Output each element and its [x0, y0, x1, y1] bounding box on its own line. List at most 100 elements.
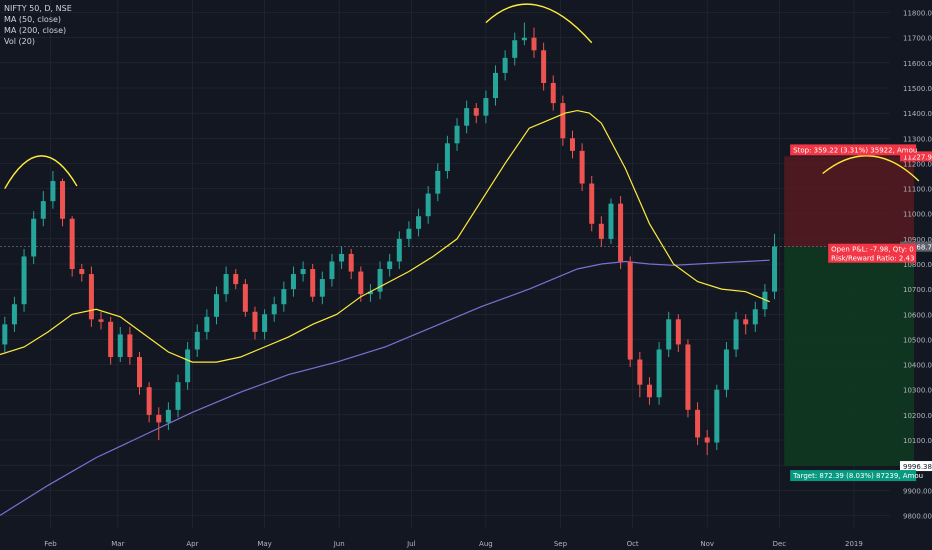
candles — [2, 22, 778, 456]
price-tick-label: 11600.00 — [903, 60, 932, 68]
price-tick-label: 10700.00 — [903, 286, 932, 294]
price-tick-label: 9800.00 — [903, 512, 932, 520]
price-tick-label: 10200.00 — [903, 412, 932, 420]
stop-label-box — [790, 144, 917, 156]
time-tick-label: Dec — [773, 540, 787, 548]
time-tick-label: Jun — [333, 540, 345, 548]
stop-price-tag-bg — [900, 151, 932, 162]
candle-down — [627, 261, 633, 360]
annotation-arc — [4, 155, 78, 189]
candle-up — [416, 216, 422, 229]
price-tick-label: 11200.00 — [903, 160, 932, 168]
price-tick-label: 10100.00 — [903, 437, 932, 445]
pnl-label-text: Open P&L: -7.98, Qty: 0 — [831, 246, 914, 254]
chart-legend: NIFTY 50, D, NSE MA (50, close) MA (200,… — [4, 3, 72, 47]
candle-up — [21, 256, 27, 305]
candle-up — [367, 291, 373, 295]
ma50-legend[interactable]: MA (50, close) — [4, 15, 62, 24]
candle-up — [723, 349, 729, 390]
candle-up — [117, 334, 123, 358]
candle-down — [695, 409, 701, 438]
annotation-arcs — [4, 3, 920, 189]
candle-up — [714, 389, 720, 443]
ma200-polyline — [0, 259, 770, 516]
price-tick-label: 10500.00 — [903, 336, 932, 344]
stop-zone — [784, 156, 915, 247]
candle-down — [579, 150, 585, 184]
time-tick-label: May — [257, 540, 271, 548]
candle-up — [281, 289, 287, 305]
price-tick-label: 11100.00 — [903, 186, 932, 194]
candle-down — [60, 181, 66, 219]
candle-down — [108, 321, 114, 358]
candle-up — [377, 269, 383, 292]
candle-up — [444, 143, 450, 171]
candle-down — [675, 319, 681, 345]
time-tick-label: Oct — [627, 540, 639, 548]
candle-up — [204, 316, 210, 332]
price-tick-label: 10400.00 — [903, 362, 932, 370]
candle-down — [156, 414, 162, 423]
price-tick-label: 11500.00 — [903, 85, 932, 93]
target-label-text: Target: 872.39 (8.03%) 87239, Amou — [792, 472, 923, 480]
candle-up — [11, 304, 17, 325]
time-tick-label: Aug — [479, 540, 493, 548]
position-labels: Stop: 359.22 (3.31%) 35922, Amou Open P&L… — [790, 144, 923, 482]
candle-up — [464, 108, 470, 126]
last-price-tag: 10868.77 — [903, 244, 932, 252]
time-axis[interactable]: Feb Mar Apr May Jun Jul Aug Sep Oct Nov Dec 2019 — [44, 540, 863, 548]
price-tick-label: 11400.00 — [903, 110, 932, 118]
candle-down — [618, 203, 624, 262]
candle-down — [541, 50, 547, 83]
candle-up — [493, 72, 499, 99]
candle-down — [550, 82, 556, 104]
candle-down — [242, 284, 248, 312]
candle-up — [454, 125, 460, 144]
candle-up — [512, 40, 518, 58]
candle-up — [40, 201, 46, 219]
annotation-arc — [822, 155, 920, 182]
price-tick-label: 11700.00 — [903, 35, 932, 43]
candle-up — [271, 304, 277, 315]
time-tick-label: Apr — [186, 540, 198, 548]
candle-down — [127, 334, 133, 358]
candle-down — [88, 274, 94, 320]
stop-label-text: Stop: 359.22 (3.31%) 35922, Amou — [793, 146, 917, 154]
candle-down — [137, 357, 143, 388]
candle-up — [175, 382, 181, 410]
time-tick-label: Sep — [554, 540, 568, 548]
candle-up — [194, 331, 200, 350]
ma50-polyline — [0, 109, 770, 363]
candle-up — [656, 349, 662, 398]
candle-down — [252, 311, 258, 332]
candle-down — [569, 138, 575, 151]
candle-down — [704, 437, 710, 443]
price-tick-label: 10800.00 — [903, 261, 932, 269]
candle-up — [666, 319, 672, 350]
symbol-label[interactable]: NIFTY 50, D, NSE — [4, 4, 72, 13]
time-tick-label: Feb — [44, 540, 57, 548]
candle-up — [406, 228, 412, 239]
candle-down — [531, 37, 537, 51]
candle-up — [185, 349, 191, 383]
candle-up — [733, 319, 739, 350]
target-zone — [784, 246, 915, 467]
candle-down — [146, 387, 152, 415]
target-price-tag-bg — [900, 461, 932, 472]
position-zones — [0, 156, 915, 467]
volume-legend[interactable]: Vol (20) — [4, 37, 35, 46]
pnl-label-box — [828, 243, 917, 263]
candle-up — [290, 274, 296, 290]
candle-down — [473, 108, 479, 116]
candle-down — [69, 218, 75, 270]
ma200-legend[interactable]: MA (200, close) — [4, 26, 67, 35]
candle-down — [646, 384, 652, 398]
candle-up — [300, 269, 306, 275]
price-axis[interactable]: 9800.009900.0010000.0010100.0010200.0010… — [900, 10, 932, 521]
candle-down — [233, 274, 239, 285]
annotation-arc — [485, 3, 593, 44]
candle-up — [387, 261, 393, 270]
candle-up — [483, 98, 489, 116]
price-tick-label: 11800.00 — [903, 10, 932, 18]
